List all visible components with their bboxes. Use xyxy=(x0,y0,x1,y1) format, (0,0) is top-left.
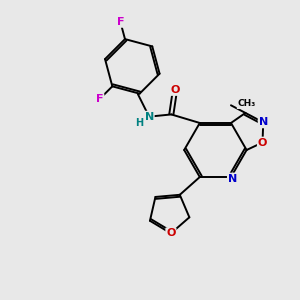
Text: CH₃: CH₃ xyxy=(238,99,256,108)
Text: H: H xyxy=(136,118,144,128)
Text: O: O xyxy=(166,228,176,239)
Text: O: O xyxy=(171,85,180,95)
Text: F: F xyxy=(117,17,124,27)
Text: N: N xyxy=(259,117,268,128)
Text: O: O xyxy=(258,137,267,148)
Text: N: N xyxy=(145,112,154,122)
Text: F: F xyxy=(96,94,103,104)
Text: N: N xyxy=(228,173,237,184)
